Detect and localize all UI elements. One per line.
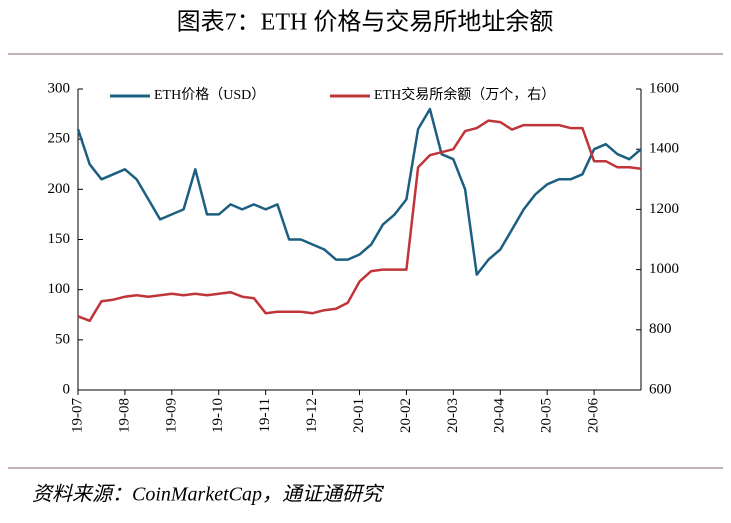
y2-tick-label: 1600 (649, 80, 679, 96)
y-tick-label: 150 (48, 231, 71, 247)
y-tick-label: 200 (48, 181, 71, 197)
x-tick-label: 20-02 (398, 398, 414, 433)
series-line (77, 119, 642, 323)
series-line (76, 107, 642, 276)
y2-tick-label: 1200 (649, 201, 679, 217)
y-tick-label: 250 (48, 131, 71, 147)
chart-title: 图表7：ETH 价格与交易所地址余额 (177, 9, 554, 36)
y-tick-label: 100 (48, 281, 71, 297)
x-tick-label: 19-11 (257, 398, 273, 432)
y-tick-label: 0 (63, 381, 71, 397)
source: 资料来源：CoinMarketCap，通证通研究 (32, 484, 385, 506)
x-tick-label: 20-05 (539, 398, 555, 433)
x-tick-label: 20-06 (586, 398, 602, 433)
y-tick-label: 300 (48, 80, 71, 96)
x-tick-label: 20-03 (445, 398, 461, 433)
x-tick-label: 20-01 (351, 398, 367, 433)
x-tick-label: 20-04 (492, 398, 508, 433)
legend-label: ETH价格（USD） (154, 87, 265, 103)
x-tick-label: 19-07 (69, 398, 85, 433)
y2-tick-label: 600 (649, 381, 672, 397)
y2-tick-label: 1400 (649, 141, 679, 157)
y2-tick-label: 1000 (649, 261, 679, 277)
x-tick-label: 19-12 (304, 398, 320, 433)
x-tick-label: 19-09 (163, 398, 179, 433)
y-tick-label: 50 (55, 331, 70, 347)
x-tick-label: 19-08 (116, 398, 132, 433)
x-tick-label: 19-10 (210, 398, 226, 433)
y2-tick-label: 800 (649, 321, 672, 337)
legend-label: ETH交易所余额（万个，右） (374, 86, 555, 103)
